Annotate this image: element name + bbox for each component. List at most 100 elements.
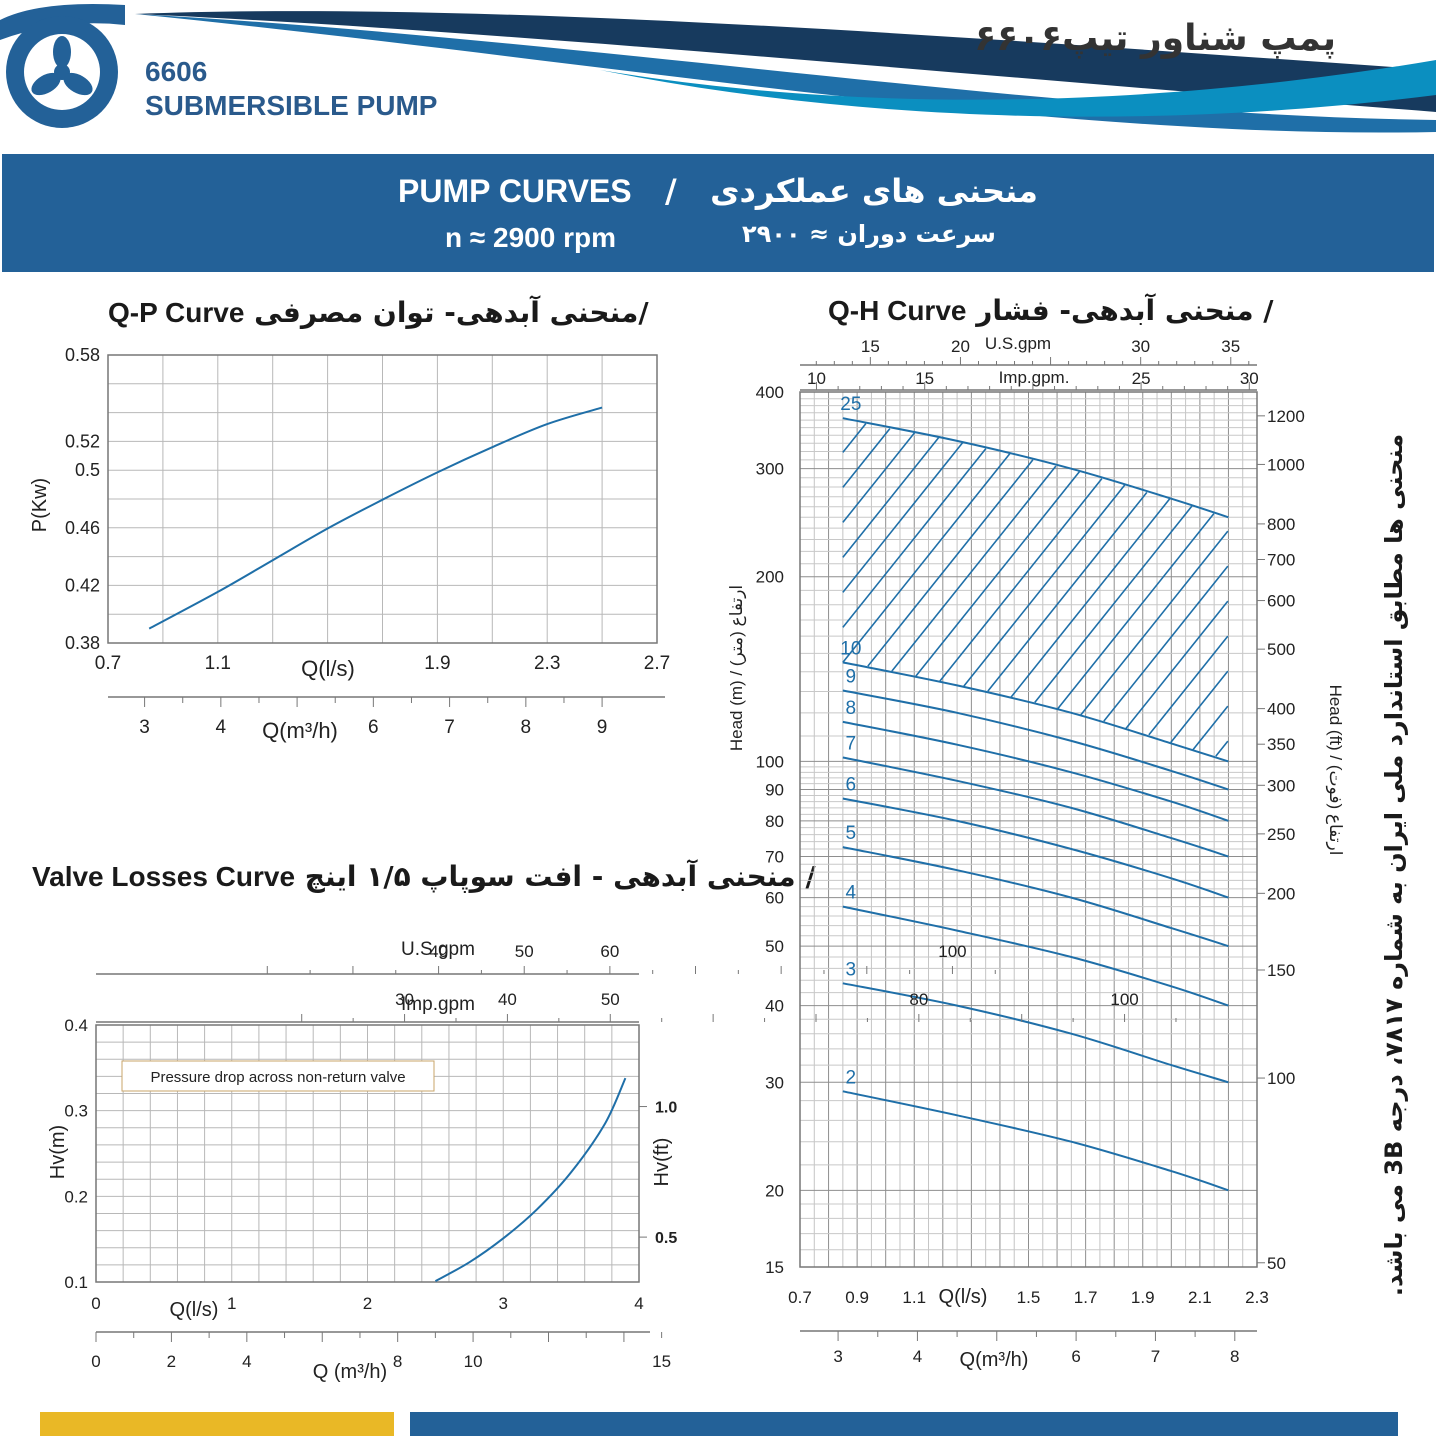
qh-ft-tick-label: 700 <box>1267 550 1295 569</box>
banner-separator: / <box>665 172 677 210</box>
qp-ytick-label: 0.42 <box>65 575 100 595</box>
qh-ft-tick-label: 300 <box>1267 776 1295 795</box>
qh-ytick-label: 20 <box>765 1181 784 1200</box>
qp-title-en: Q-P Curve <box>108 297 245 328</box>
qh-m3h-tick-label: 6 <box>1071 1347 1080 1366</box>
qh-hatch-line <box>1010 498 1171 698</box>
qh-stage-label: 7 <box>846 733 857 754</box>
qp-xtick-label: 1.9 <box>424 653 450 674</box>
vl-impgpm-tick-label: 40 <box>498 990 517 1009</box>
vl-impgpm-tick-label: 100 <box>1110 990 1138 1009</box>
qh-impgpm-tick-label: 10 <box>807 369 826 388</box>
qh-impgpm-tick-label: 15 <box>915 369 934 388</box>
qh-hatch-line <box>1057 513 1215 710</box>
vl-m3h-tick-label: 0 <box>91 1352 100 1371</box>
vl-m3h-tick-label: 4 <box>242 1352 251 1371</box>
product-name: SUBMERSIBLE PUMP <box>145 90 438 121</box>
qh-usgpm-tick-label: 20 <box>951 337 970 356</box>
qh-usgpm-tick-label: 15 <box>861 337 880 356</box>
qh-stage-curve <box>842 720 1229 822</box>
qp-ytick-label: 0.52 <box>65 431 100 451</box>
banner-title: PUMP CURVES / منحنی های عملکردی <box>2 172 1434 210</box>
qh-hatch-line <box>891 465 1057 672</box>
qh-ytick-label: 15 <box>765 1258 784 1277</box>
vl-xtick-label: 4 <box>634 1294 643 1313</box>
qh-m3h-tick-label: 7 <box>1151 1347 1160 1366</box>
qh-plot-frame <box>799 391 1258 1268</box>
qh-xtick-label: 2.1 <box>1188 1288 1212 1307</box>
qp-ytick-label: 0.5 <box>75 460 100 480</box>
speed-en: n ≈ 2900 rpm <box>445 222 616 253</box>
qp-m3h-tick-label: 9 <box>597 717 608 738</box>
qh-ft-tick-label: 500 <box>1267 640 1295 659</box>
vl-ytick-label: 0.1 <box>64 1273 88 1292</box>
vl-xtick-label: 1 <box>227 1294 236 1313</box>
vl-ytick-label: 0.3 <box>64 1102 88 1121</box>
qh-chart-title: Q-H Curve منحنی آبدهی- فشار / <box>828 294 1274 327</box>
vl-usgpm-tick-label: 100 <box>938 942 966 961</box>
speed-fa: سرعت دوران ≈ ۲۹۰۰ <box>742 220 996 248</box>
qh-hatch-line <box>1148 635 1229 736</box>
qh-hatch-line <box>939 478 1103 682</box>
qp-chart: 0.38 0.42 0.46 0.5 0.52 0.58 0.7 1.1 1.9 2.3 2.7 3 4… <box>65 345 670 738</box>
qh-hatch-line <box>987 491 1148 692</box>
qh-ft-tick-label: 250 <box>1267 825 1295 844</box>
qh-stage-label: 4 <box>846 883 857 904</box>
qh-m3h-tick-label: 8 <box>1230 1347 1239 1366</box>
qh-stage-curve <box>842 689 1229 791</box>
model-number: 6606 <box>145 56 208 87</box>
qh-ytick-label: 400 <box>756 383 784 402</box>
qp-chart-title: Q-P Curve منحنی آبدهی- توان مصرفی/ <box>108 296 649 329</box>
qh-ft-tick-label: 350 <box>1267 735 1295 754</box>
vl-xtick-label: 3 <box>499 1294 508 1313</box>
qh-hatch-line <box>1170 670 1229 743</box>
qh-hatch-line <box>1215 740 1229 757</box>
qp-xtick-label: 2.3 <box>534 653 560 674</box>
qp-xtick-label: 0.7 <box>95 653 121 674</box>
banner-title-en: PUMP CURVES <box>398 173 632 209</box>
qh-hatch-line <box>1125 600 1229 730</box>
vl-ytick-label: 0.2 <box>64 1187 88 1206</box>
qh-impgpm-tick-label: 25 <box>1132 369 1151 388</box>
vl-ft-tick-label: 1.0 <box>655 1100 677 1117</box>
qh-hatch-line <box>1192 705 1229 751</box>
qh-xtick-label: 0.7 <box>788 1288 812 1307</box>
qh-impgpm-tick-label: 30 <box>1240 369 1259 388</box>
qh-stage-curve <box>842 905 1229 1007</box>
qh-hatch-line <box>1034 505 1193 703</box>
qh-stage-label: 2 <box>846 1067 857 1088</box>
vl-ytick-label: 0.4 <box>64 1016 88 1035</box>
banner-title-fa: منحنی های عملکردی <box>710 172 1038 210</box>
qh-xtick-label: 1.1 <box>902 1288 926 1307</box>
page-header: 6606 SUBMERSIBLE PUMP پمپ شناور تیپ۶۶۰۶ <box>0 0 1436 150</box>
qh-hatch-line <box>842 453 1011 663</box>
qh-stage-label: 8 <box>846 698 857 719</box>
qh-stage-label: 5 <box>846 823 857 844</box>
qh-ytick-label: 80 <box>765 812 784 831</box>
qp-m3h-tick-label: 4 <box>216 717 227 738</box>
qh-ft-tick-label: 200 <box>1267 884 1295 903</box>
qh-ft-tick-label: 50 <box>1267 1254 1286 1273</box>
vl-annotation-box <box>121 1060 435 1092</box>
qh-hatch-line <box>842 431 916 523</box>
vl-loss-curve <box>434 1077 627 1282</box>
qh-hatch-line <box>842 428 891 488</box>
qh-xtick-label: 2.3 <box>1245 1288 1269 1307</box>
qh-ft-tick-label: 600 <box>1267 592 1295 611</box>
vl-usgpm-tick-label: 60 <box>600 942 619 961</box>
qh-chart: 1520304050607080901002003004005010015020… <box>756 337 1305 1366</box>
qp-m3h-tick-label: 3 <box>139 717 150 738</box>
qh-xtick-label: 1.9 <box>1131 1288 1155 1307</box>
qh-title-fa: منحنی آبدهی- فشار / <box>976 294 1274 327</box>
qh-ft-tick-label: 150 <box>1267 961 1295 980</box>
header-wave <box>135 11 1436 133</box>
qh-xtick-label: 1.7 <box>1074 1288 1098 1307</box>
qh-xtick-label: 0.9 <box>845 1288 869 1307</box>
qh-ytick-label: 70 <box>765 847 784 866</box>
qh-ytick-label: 30 <box>765 1073 784 1092</box>
qh-stage-curve <box>842 1090 1229 1192</box>
qh-stage-curve <box>842 846 1229 948</box>
qp-title-fa: منحنی آبدهی- توان مصرفی/ <box>254 296 649 329</box>
qp-ytick-label: 0.46 <box>65 518 100 538</box>
